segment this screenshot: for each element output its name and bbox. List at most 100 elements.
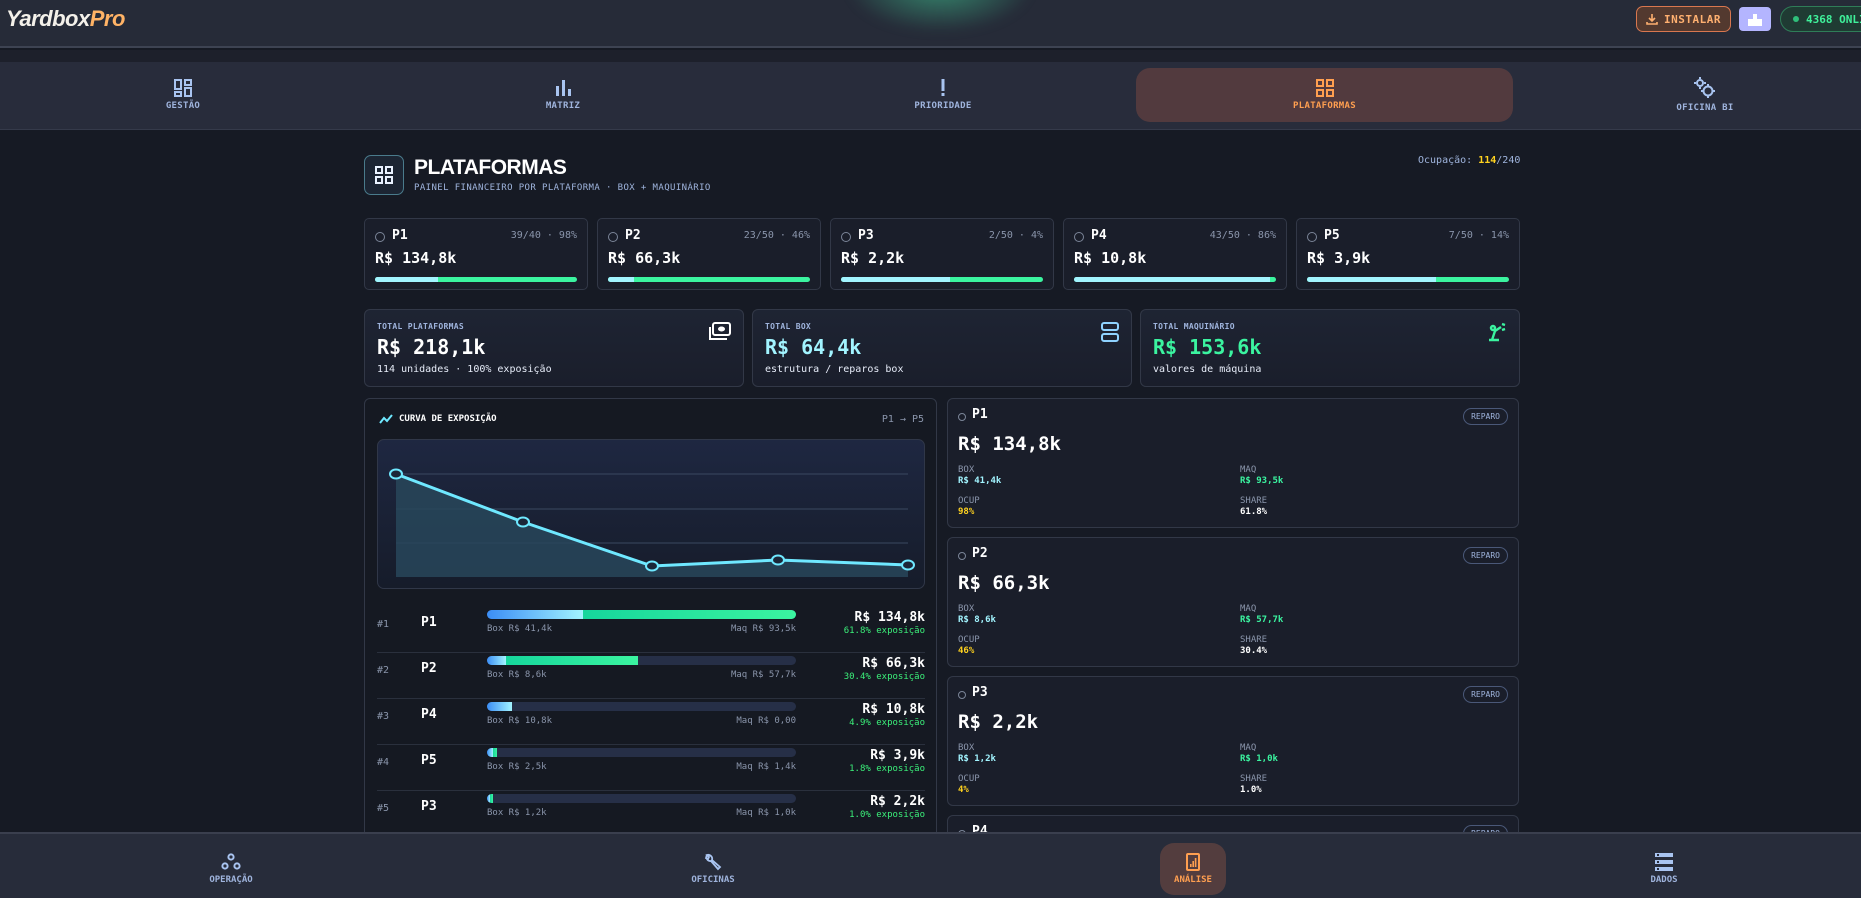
four-squares-icon bbox=[1315, 79, 1334, 97]
ranking-row[interactable]: #3 P4 Box R$ 10,8k Maq R$ 0,00 R$ 10,8k … bbox=[377, 699, 925, 745]
bottom-tab-oficinas[interactable]: OFICINAS bbox=[680, 843, 746, 895]
ranking-platform: P2 bbox=[421, 661, 437, 676]
bottom-tab-dados[interactable]: DADOS bbox=[1631, 843, 1697, 895]
select-radio[interactable] bbox=[1307, 232, 1317, 242]
detail-value: R$ 2,2k bbox=[958, 711, 1039, 733]
platform-name: P2 bbox=[625, 228, 641, 243]
tab-oficina-bi[interactable]: OFICINA BI bbox=[1666, 68, 1744, 122]
chart-point-p1 bbox=[389, 468, 403, 480]
select-radio[interactable] bbox=[841, 232, 851, 242]
ranking-exposure: 4.9% exposição bbox=[849, 718, 925, 728]
exposure-bar bbox=[487, 656, 796, 665]
select-radio[interactable] bbox=[1074, 232, 1084, 242]
ranking-row[interactable]: #4 P5 Box R$ 2,5k Maq R$ 1,4k R$ 3,9k 1.… bbox=[377, 745, 925, 791]
tab-label: MATRIZ bbox=[545, 101, 581, 111]
total-label: TOTAL BOX bbox=[765, 322, 812, 331]
exposure-panel: CURVA DE EXPOSIÇÃO P1 → P5 #1 P1 Box R$ … bbox=[364, 398, 937, 838]
page-icon bbox=[364, 155, 404, 195]
user-block-icon bbox=[1748, 14, 1762, 26]
cash-icon bbox=[709, 322, 731, 340]
four-squares-icon bbox=[375, 166, 393, 184]
ranking-total: R$ 3,9k bbox=[870, 748, 925, 763]
bottom-tab-operacao[interactable]: OPERAÇÃO bbox=[198, 843, 264, 895]
platform-progress-bar bbox=[375, 277, 577, 282]
repair-badge[interactable]: REPARO bbox=[1463, 408, 1508, 425]
maq-label: MAQ bbox=[1240, 604, 1257, 614]
exposure-range: P1 → P5 bbox=[881, 414, 924, 425]
ocup-label: OCUP bbox=[958, 496, 980, 506]
ranking-exposure: 1.0% exposição bbox=[849, 810, 925, 820]
platform-card-p1[interactable]: P1 39/40 · 98% R$ 134,8k bbox=[364, 218, 588, 290]
robot-arm-icon bbox=[1489, 322, 1506, 342]
report-chart-icon bbox=[1186, 853, 1200, 871]
select-radio[interactable] bbox=[608, 232, 618, 242]
total-value: R$ 153,6k bbox=[1153, 335, 1262, 359]
rank: #5 bbox=[377, 803, 390, 814]
user-button[interactable] bbox=[1739, 7, 1771, 31]
platform-card-p3[interactable]: P3 2/50 · 4% R$ 2,2k bbox=[830, 218, 1054, 290]
app-logo[interactable]: YardboxPro bbox=[6, 6, 125, 32]
exposure-bar bbox=[487, 794, 796, 803]
select-radio[interactable] bbox=[958, 691, 966, 699]
maq-label: MAQ bbox=[1240, 465, 1257, 475]
logo-accent: Pro bbox=[89, 6, 126, 31]
box-value: Box R$ 8,6k bbox=[487, 670, 547, 680]
rank: #4 bbox=[377, 757, 390, 768]
detail-card-p3[interactable]: P3 REPARO R$ 2,2k BOX R$ 1,2k MAQ R$ 1,0… bbox=[947, 676, 1519, 806]
select-radio[interactable] bbox=[958, 552, 966, 560]
ranking-total: R$ 66,3k bbox=[862, 656, 925, 671]
share-value: 30.4% bbox=[1240, 646, 1268, 656]
chart-svg bbox=[389, 468, 915, 577]
select-radio[interactable] bbox=[375, 232, 385, 242]
total-sub: estrutura / reparos box bbox=[765, 364, 904, 375]
repair-badge[interactable]: REPARO bbox=[1463, 686, 1508, 703]
tab-label: OFICINA BI bbox=[1676, 103, 1734, 113]
box-value: R$ 8,6k bbox=[958, 615, 996, 625]
detail-name: P1 bbox=[972, 407, 988, 422]
chart-point-p2 bbox=[516, 516, 530, 528]
exclamation-icon bbox=[941, 79, 945, 96]
exposure-title: CURVA DE EXPOSIÇÃO bbox=[379, 414, 497, 424]
occupancy-used: 114 bbox=[1478, 155, 1497, 166]
tab-gestao[interactable]: GESTÃO bbox=[144, 68, 222, 122]
ranking-row[interactable]: #1 P1 Box R$ 41,4k Maq R$ 93,5k R$ 134,8… bbox=[377, 607, 925, 653]
exposure-bar bbox=[487, 610, 796, 619]
ranking-row[interactable]: #2 P2 Box R$ 8,6k Maq R$ 57,7k R$ 66,3k … bbox=[377, 653, 925, 699]
gears-icon bbox=[1694, 77, 1715, 98]
exposure-bar bbox=[487, 702, 796, 711]
trend-line-icon bbox=[379, 414, 393, 424]
platform-card-p5[interactable]: P5 7/50 · 14% R$ 3,9k bbox=[1296, 218, 1520, 290]
box-label: BOX bbox=[958, 604, 975, 614]
total-value: R$ 218,1k bbox=[377, 335, 486, 359]
ranking-total: R$ 10,8k bbox=[862, 702, 925, 717]
box-value: Box R$ 1,2k bbox=[487, 808, 547, 818]
platform-value: R$ 66,3k bbox=[608, 249, 681, 267]
tab-label: PLATAFORMAS bbox=[1293, 101, 1356, 111]
select-radio[interactable] bbox=[958, 413, 966, 421]
tab-plataformas[interactable]: PLATAFORMAS bbox=[1136, 68, 1513, 122]
detail-card-p2[interactable]: P2 REPARO R$ 66,3k BOX R$ 8,6k MAQ R$ 57… bbox=[947, 537, 1519, 667]
ranking-total: R$ 2,2k bbox=[870, 794, 925, 809]
ranking-row[interactable]: #5 P3 Box R$ 1,2k Maq R$ 1,0k R$ 2,2k 1.… bbox=[377, 791, 925, 837]
install-label: INSTALAR bbox=[1664, 12, 1721, 26]
tab-matriz[interactable]: MATRIZ bbox=[524, 68, 602, 122]
ocup-value: 98% bbox=[958, 507, 975, 517]
repair-badge[interactable]: REPARO bbox=[1463, 547, 1508, 564]
rank: #2 bbox=[377, 665, 390, 676]
bottom-tab-analise[interactable]: ANÁLISE bbox=[1160, 843, 1226, 895]
tab-prioridade[interactable]: PRIORIDADE bbox=[904, 68, 982, 122]
detail-card-p1[interactable]: P1 REPARO R$ 134,8k BOX R$ 41,4k MAQ R$ … bbox=[947, 398, 1519, 528]
maq-value: R$ 93,5k bbox=[1240, 476, 1284, 486]
platform-card-p4[interactable]: P4 43/50 · 86% R$ 10,8k bbox=[1063, 218, 1287, 290]
share-label: SHARE bbox=[1240, 496, 1268, 506]
bottom-nav: OPERAÇÃO OFICINAS ANÁLISE DADOS bbox=[0, 832, 1861, 898]
rank: #1 bbox=[377, 619, 390, 630]
top-bar: YardboxPro INSTALAR 4368 ONLINE bbox=[0, 0, 1861, 48]
bottom-tab-label: OPERAÇÃO bbox=[209, 875, 253, 885]
total-sub: 114 unidades · 100% exposição bbox=[377, 364, 552, 375]
page-title: PLATAFORMAS bbox=[414, 156, 567, 179]
occupancy-label: Ocupação: bbox=[1418, 155, 1479, 166]
install-button[interactable]: INSTALAR bbox=[1636, 6, 1731, 32]
platform-occupancy: 7/50 · 14% bbox=[1448, 230, 1509, 241]
platform-card-p2[interactable]: P2 23/50 · 46% R$ 66,3k bbox=[597, 218, 821, 290]
